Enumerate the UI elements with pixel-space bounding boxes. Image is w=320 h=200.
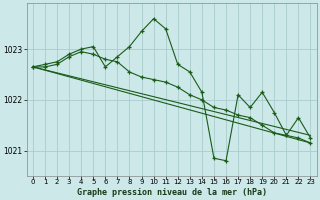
X-axis label: Graphe pression niveau de la mer (hPa): Graphe pression niveau de la mer (hPa) — [77, 188, 267, 197]
